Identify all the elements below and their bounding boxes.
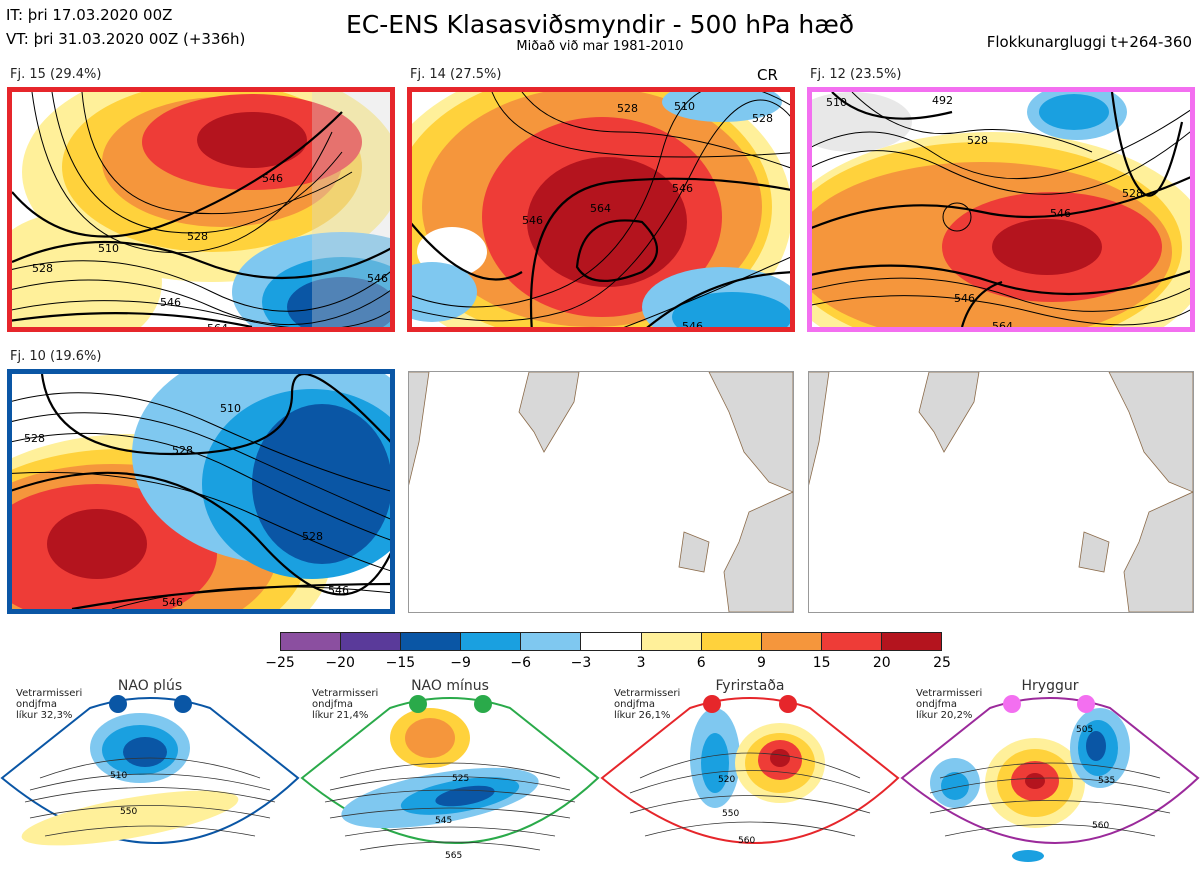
colorbar-tick-label: 15 (812, 655, 831, 671)
regime-note: Vetrarmisseri ondjfma líkur 26,1% (614, 688, 681, 721)
colorbar-swatch (641, 633, 702, 650)
regime-title: Hryggur (1021, 678, 1079, 694)
cluster-label: Fj. 14 (27.5%) (410, 67, 502, 82)
colorbar-tick-label: 25 (933, 655, 951, 671)
colorbar-tick-label: −25 (265, 655, 295, 671)
contour-label: 546 (162, 596, 183, 609)
contour-label: 546 (160, 296, 181, 309)
contour-label: 528 (172, 444, 193, 457)
regime-note: Vetrarmisseri ondjfma líkur 32,3% (16, 688, 83, 721)
cluster-label: Fj. 10 (19.6%) (10, 349, 102, 364)
anomaly-map: 510 528 546 546 546 564 528 (12, 92, 390, 327)
regime-blocking: Fyrirstaða Vetrarmisseri ondjfma líkur 26,… (600, 678, 900, 871)
cluster-map-panel[interactable]: 510 528 546 546 546 564 528 (7, 87, 395, 332)
contour-label: 528 (32, 262, 53, 275)
contour-label: 546 (1050, 207, 1071, 220)
init-time: IT: þri 17.03.2020 00Z (6, 6, 173, 24)
contour-label: 528 (752, 112, 773, 125)
colorbar-swatch (701, 633, 762, 650)
empty-map-panel (408, 371, 794, 613)
contour-label: 545 (435, 816, 452, 826)
colorbar-tick-label: −9 (450, 655, 471, 671)
cluster-map-panel[interactable]: 510 528 528 528 546 546 (7, 369, 395, 614)
contour-label: 564 (207, 322, 228, 327)
contour-label: 546 (682, 320, 703, 327)
regime-ridge: Hryggur Vetrarmisseri ondjfma líkur 20,2% … (900, 678, 1200, 871)
contour-label: 550 (722, 809, 739, 819)
anomaly-map: 510 528 528 528 546 546 (12, 374, 390, 609)
classification-window: Flokkunargluggi t+264-360 (986, 33, 1192, 51)
colorbar-swatch (821, 633, 882, 650)
colorbar-tick-label: −20 (325, 655, 355, 671)
colorbar-tick-label: 9 (756, 655, 766, 671)
contour-label: 546 (954, 292, 975, 305)
contour-label: 525 (452, 774, 469, 784)
colorbar-swatch (281, 633, 342, 650)
contour-label: 528 (24, 432, 45, 445)
contour-label: 492 (932, 94, 953, 107)
contour-label: 565 (445, 851, 462, 861)
colorbar-ticks: −25 −20 −15 −9 −6 −3 3 6 9 15 20 25 (265, 655, 951, 673)
contour-label: 550 (120, 807, 137, 817)
empty-map-panel (808, 371, 1194, 613)
colorbar-tick-label: −6 (510, 655, 532, 671)
page-title: EC-ENS Klasasviðsmyndir - 500 hPa hæð (345, 10, 855, 39)
coastline-map (809, 372, 1193, 612)
colorbar-swatch (401, 633, 462, 650)
contour-label: 560 (1092, 821, 1109, 831)
contour-label: 546 (262, 172, 283, 185)
contour-label: 510 (98, 242, 119, 255)
regime-note: Vetrarmisseri ondjfma líkur 20,2% (916, 688, 983, 721)
colorbar-tick-label: 3 (636, 655, 646, 671)
contour-label: 528 (1122, 187, 1143, 200)
colorbar-swatch (881, 633, 942, 650)
control-run-tag: CR (757, 66, 778, 84)
colorbar-tick-label: −3 (570, 655, 592, 671)
contour-label: 528 (967, 134, 988, 147)
contour-label: 546 (522, 214, 543, 227)
contour-label: 546 (328, 584, 349, 597)
cluster-map-panel[interactable]: 510 528 546 564 546 546 528 (407, 87, 795, 332)
contour-label: 528 (302, 530, 323, 543)
colorbar-swatch (581, 633, 642, 650)
valid-time: VT: þri 31.03.2020 00Z (+336h) (6, 30, 246, 48)
regime-title: Fyrirstaða (715, 678, 785, 694)
contour-label: 520 (718, 775, 735, 785)
coastline-map (409, 372, 793, 612)
contour-label: 510 (674, 100, 695, 113)
colorbar-tick-label: −15 (385, 655, 416, 671)
contour-label: 564 (992, 320, 1013, 327)
contour-label: 528 (617, 102, 638, 115)
contour-label: 510 (220, 402, 241, 415)
contour-label: 510 (826, 96, 847, 109)
colorbar-tick-label: 20 (872, 655, 891, 671)
cluster-label: Fj. 15 (29.4%) (10, 67, 102, 82)
contour-label: 505 (1076, 725, 1093, 735)
cluster-map-panel[interactable]: 510 492 528 528 546 546 564 (807, 87, 1195, 332)
anomaly-colorbar (280, 632, 942, 651)
colorbar-swatch (761, 633, 822, 650)
regime-nao-minus: NAO mínus Vetrarmisseri ondjfma líkur 21,4… (300, 678, 600, 871)
anomaly-map: 510 528 546 564 546 546 528 (412, 92, 790, 327)
contour-label: 546 (367, 272, 388, 285)
colorbar-swatch (341, 633, 402, 650)
contour-label: 564 (590, 202, 611, 215)
regime-note: Vetrarmisseri ondjfma líkur 21,4% (312, 688, 379, 721)
colorbar-swatch (461, 633, 522, 650)
regime-title: NAO mínus (411, 678, 489, 694)
regime-title: NAO plús (117, 678, 183, 694)
contour-label: 510 (110, 771, 127, 781)
contour-label: 560 (738, 836, 755, 846)
contour-label: 535 (1098, 776, 1115, 786)
colorbar-swatch (521, 633, 582, 650)
colorbar-tick-label: 6 (696, 655, 706, 671)
contour-label: 528 (187, 230, 208, 243)
cluster-label: Fj. 12 (23.5%) (810, 67, 902, 82)
anomaly-map: 510 492 528 528 546 546 564 (812, 92, 1190, 327)
regime-nao-plus: NAO plús Vetrarmisseri ondjfma líkur 32,3%… (0, 678, 300, 871)
page-subtitle: Miðað við mar 1981-2010 (516, 39, 684, 54)
contour-label: 546 (672, 182, 693, 195)
